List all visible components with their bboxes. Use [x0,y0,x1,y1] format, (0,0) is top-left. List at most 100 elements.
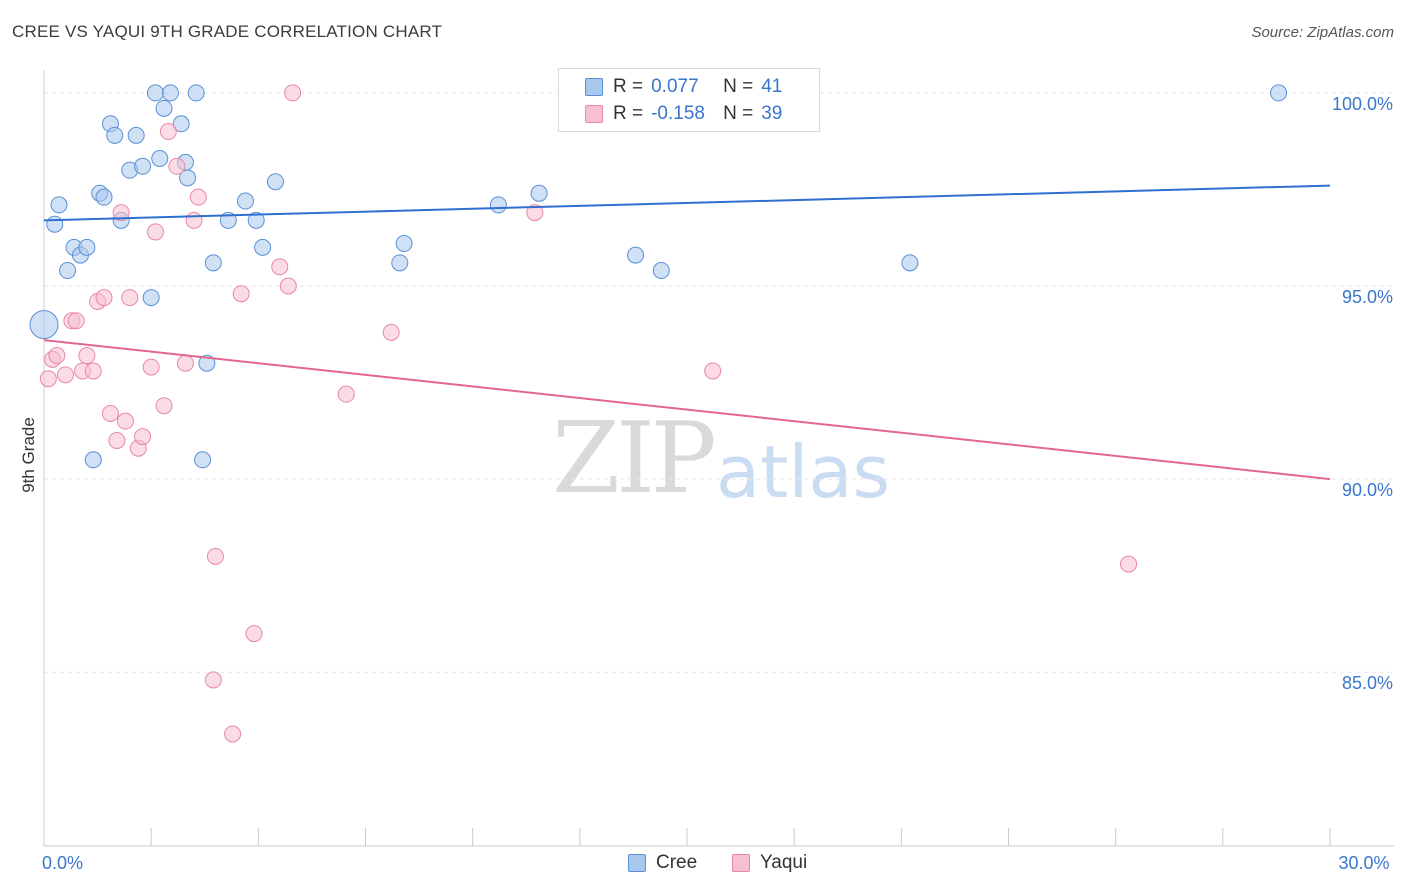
legend-n-value: 41 [761,76,783,97]
yaqui-swatch-icon [732,854,750,872]
legend-n-value: 39 [761,103,783,124]
x-tick-label: 0.0% [42,853,83,873]
yaqui-point [382,323,400,341]
yaqui-point [112,204,130,222]
legend-r-value: 0.077 [651,76,699,97]
yaqui-point [271,258,289,276]
yaqui-point [116,412,134,430]
yaqui-point [39,370,57,388]
legend-row-yaqui: R = -0.158 N = 39 [585,102,782,126]
cree-point [146,84,164,102]
yaqui-point [232,285,250,303]
cree-point [901,254,919,272]
cree-swatch-icon [585,78,603,96]
yaqui-point [279,277,297,295]
yaqui-point [121,289,139,307]
yaqui-point [526,204,544,222]
cree-point [627,246,645,264]
cree-point [172,115,190,133]
yaqui-point [95,289,113,307]
legend-label-cree: Cree [656,852,698,873]
watermark-zip: ZIP [552,402,717,516]
cree-point [142,289,160,307]
legend-n-label: N = [723,76,754,97]
yaqui-point [704,362,722,380]
correlation-legend: R = 0.077 N = 41 R = -0.158 N = 39 [558,68,820,132]
legend-item-cree[interactable]: Cree [628,852,697,874]
yaqui-point [176,354,194,372]
yaqui-point [134,428,152,446]
yaqui-point [155,397,173,415]
watermark-atlas: atlas [716,430,890,514]
series-legend: Cree Yaqui [0,852,1406,876]
source-label: Source: ZipAtlas.com [1251,24,1394,41]
cree-point [194,451,212,469]
yaqui-point [245,625,263,643]
yaqui-point [101,404,119,422]
cree-point [391,254,409,272]
y-tick-label: 100.0% [1332,94,1393,114]
cree-point [50,196,68,214]
legend-r-label: R = [613,103,644,124]
cree-point [29,310,59,340]
cree-point [489,196,507,214]
legend-item-yaqui[interactable]: Yaqui [732,852,807,874]
cree-point [155,99,173,117]
yaqui-point [224,725,242,743]
y-axis-title: 9th Grade [19,417,38,493]
yaqui-point [142,358,160,376]
legend-r-value: -0.158 [651,103,705,124]
chart-title: CREE VS YAQUI 9TH GRADE CORRELATION CHAR… [12,22,443,41]
cree-point [236,192,254,210]
cree-point [134,157,152,175]
cree-point [395,235,413,253]
cree-point [652,262,670,280]
cree-point [530,184,548,202]
cree-point [187,84,205,102]
yaqui-point [206,547,224,565]
yaqui-point [159,123,177,141]
cree-trend-line [43,184,1331,222]
cree-point [266,173,284,191]
cree-point [151,150,169,168]
x-tick-label: 30.0% [1338,853,1389,873]
y-tick-label: 85.0% [1342,673,1393,693]
yaqui-point [146,223,164,241]
yaqui-trend-line [43,339,1331,481]
cree-point [254,238,272,256]
yaqui-point [67,312,85,330]
yaqui-swatch-icon [585,105,603,123]
cree-point [161,84,179,102]
legend-r-label: R = [613,76,644,97]
yaqui-point [1120,555,1138,573]
yaqui-point [189,188,207,206]
legend-row-cree: R = 0.077 N = 41 [585,75,782,99]
yaqui-point [78,347,96,365]
yaqui-point [284,84,302,102]
cree-point [198,354,216,372]
cree-point [95,188,113,206]
cree-point [127,126,145,144]
cree-point [247,211,265,229]
yaqui-point [337,385,355,403]
yaqui-point [84,362,102,380]
cree-point [179,169,197,187]
cree-point [106,126,124,144]
cree-point [46,215,64,233]
legend-label-yaqui: Yaqui [760,852,808,873]
yaqui-point [108,431,126,449]
cree-point [1270,84,1288,102]
cree-point [59,262,77,280]
y-tick-label: 90.0% [1342,480,1393,500]
yaqui-point [168,157,186,175]
y-tick-label: 95.0% [1342,287,1393,307]
yaqui-point [204,671,222,689]
yaqui-point [48,347,66,365]
cree-point [78,238,96,256]
yaqui-point [185,211,203,229]
legend-n-label: N = [723,103,754,124]
yaqui-point [56,366,74,384]
cree-point [84,451,102,469]
cree-point [204,254,222,272]
